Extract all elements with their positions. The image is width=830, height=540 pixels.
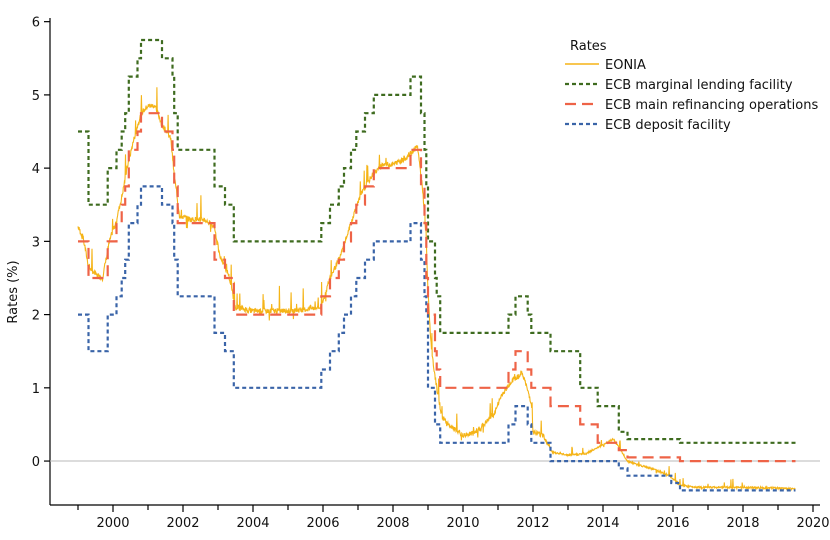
x-tick-label: 2016 xyxy=(656,516,689,531)
y-tick-label: 6 xyxy=(32,16,40,31)
x-tick-label: 2012 xyxy=(516,516,549,531)
x-tick-label: 2006 xyxy=(306,516,339,531)
x-tick-label: 2014 xyxy=(586,516,619,531)
y-tick-label: 5 xyxy=(32,89,40,104)
series-line-eonia xyxy=(77,87,796,492)
legend-entry: EONIA xyxy=(605,58,646,73)
y-tick-label: 0 xyxy=(32,455,40,470)
y-tick-label: 2 xyxy=(32,309,40,324)
legend-entry: ECB marginal lending facility xyxy=(605,78,793,93)
y-tick-label: 3 xyxy=(32,235,40,250)
x-tick-label: 2018 xyxy=(726,516,759,531)
series-line-ecb-marginal-lending-facility xyxy=(78,38,796,444)
series-line-ecb-deposit-facility xyxy=(78,185,796,492)
legend-entry: ECB main refinancing operations xyxy=(605,98,818,113)
series-layer xyxy=(77,38,796,492)
y-tick-label: 1 xyxy=(32,382,40,397)
x-tick-label: 2020 xyxy=(796,516,829,531)
series-line-ecb-main-refinancing-operations xyxy=(78,112,796,463)
legend: Rates EONIA ECB marginal lending facility… xyxy=(565,39,818,133)
x-tick-label: 2008 xyxy=(376,516,409,531)
y-tick-label: 4 xyxy=(32,162,40,177)
legend-entry: ECB deposit facility xyxy=(605,118,731,133)
x-tick-label: 2000 xyxy=(96,516,129,531)
x-tick-label: 2010 xyxy=(446,516,479,531)
x-tick-label: 2004 xyxy=(236,516,269,531)
plot-frame xyxy=(49,18,820,506)
y-axis-ticks: 0 1 2 3 4 5 6 xyxy=(32,16,50,470)
y-axis-title: Rates (%) xyxy=(6,260,21,323)
x-tick-label: 2002 xyxy=(166,516,199,531)
x-axis-ticks: 2000 2002 2004 2006 2008 2010 2012 2014 2016 2018… xyxy=(77,505,830,531)
legend-title: Rates xyxy=(570,39,607,54)
